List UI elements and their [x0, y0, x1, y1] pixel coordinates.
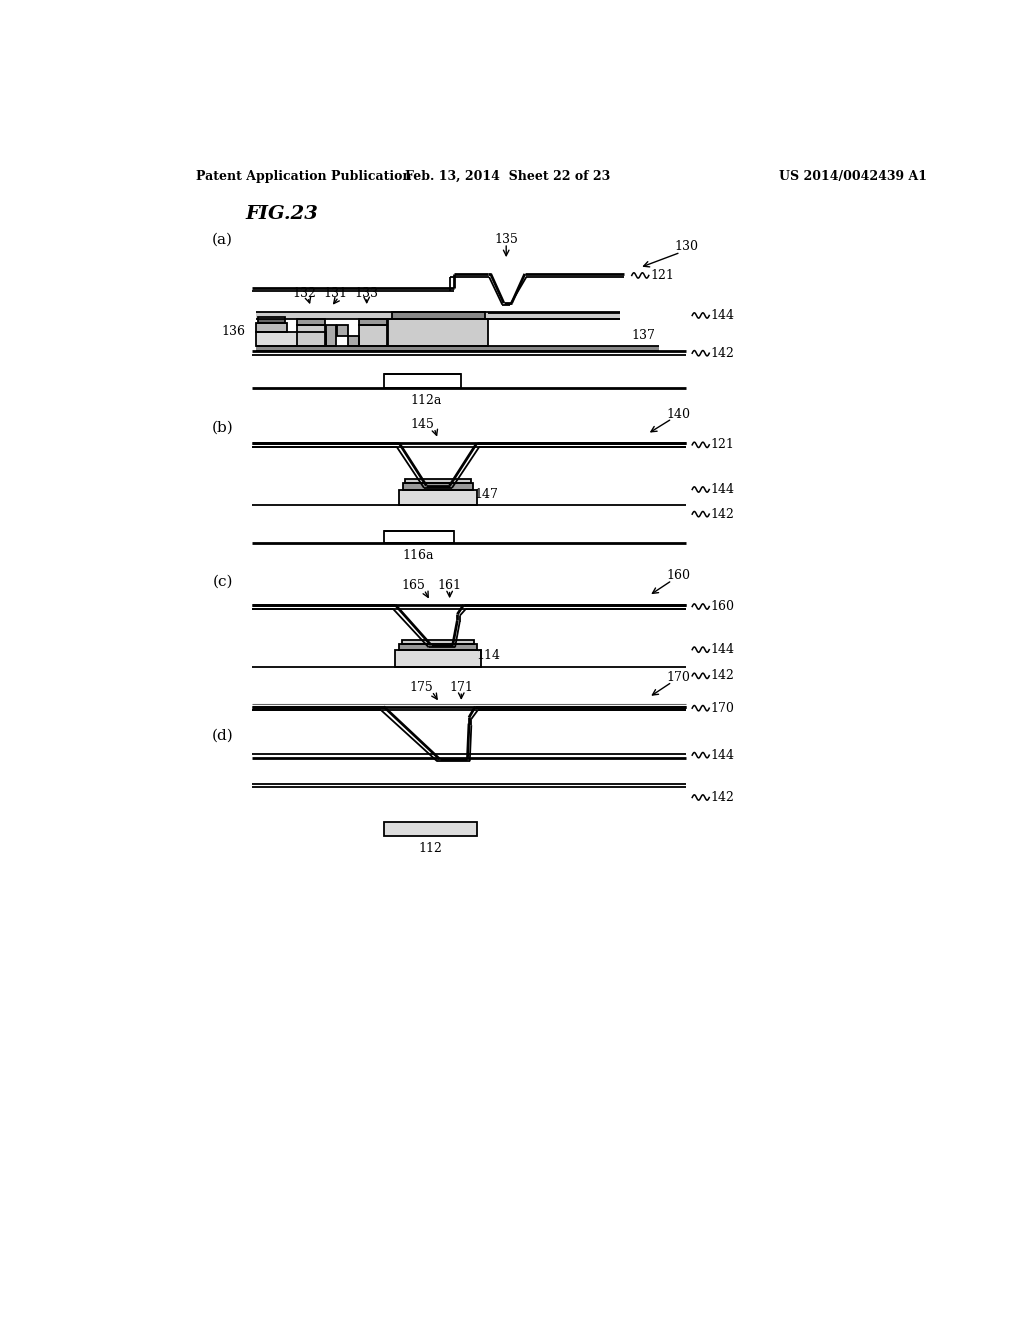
Bar	[297, 318, 325, 325]
Bar	[384, 531, 454, 544]
Bar	[488, 313, 621, 318]
Text: 130: 130	[674, 240, 698, 253]
Text: 170: 170	[711, 702, 734, 714]
Bar	[403, 483, 473, 490]
Text: (a): (a)	[212, 232, 233, 247]
Bar	[384, 822, 477, 836]
Bar	[388, 318, 488, 346]
Bar	[403, 483, 473, 490]
Text: 144: 144	[711, 748, 735, 762]
Text: 171: 171	[450, 681, 473, 694]
Text: 136: 136	[222, 325, 246, 338]
Text: 121: 121	[650, 269, 674, 282]
Bar	[384, 374, 461, 388]
Text: 140: 140	[667, 408, 690, 421]
Bar	[256, 333, 326, 346]
Bar	[337, 325, 348, 335]
Bar	[359, 325, 387, 346]
Bar	[384, 531, 454, 544]
Bar	[348, 335, 359, 346]
Bar	[359, 325, 387, 346]
Bar	[256, 323, 287, 333]
Bar	[359, 318, 387, 325]
Bar	[406, 479, 471, 483]
Bar	[391, 313, 484, 318]
Text: 144: 144	[711, 309, 735, 322]
Text: 142: 142	[711, 791, 734, 804]
Bar	[337, 325, 348, 335]
Bar	[258, 317, 285, 323]
Text: 165: 165	[401, 579, 425, 593]
Bar	[256, 312, 621, 318]
Text: 137: 137	[632, 329, 655, 342]
Text: (d): (d)	[212, 729, 233, 743]
Bar	[391, 313, 484, 318]
Bar	[399, 490, 477, 506]
Text: 112a: 112a	[411, 393, 442, 407]
Text: 145: 145	[411, 417, 434, 430]
Text: (c): (c)	[212, 576, 232, 589]
Bar	[388, 318, 488, 346]
Bar	[399, 644, 477, 649]
Text: 170: 170	[667, 671, 690, 684]
Text: FIG.23: FIG.23	[246, 205, 318, 223]
Text: 160: 160	[667, 569, 690, 582]
Text: 114: 114	[476, 649, 501, 663]
Bar	[401, 640, 474, 644]
Text: 144: 144	[711, 483, 735, 496]
Text: 121: 121	[711, 438, 734, 451]
Bar	[256, 333, 326, 346]
Bar	[384, 374, 461, 388]
Text: 116a: 116a	[402, 549, 434, 562]
Bar	[395, 649, 480, 667]
Bar	[297, 325, 325, 346]
Text: 142: 142	[711, 508, 734, 520]
Bar	[348, 335, 359, 346]
Bar	[326, 325, 337, 346]
Bar	[326, 325, 337, 346]
Bar	[297, 318, 325, 325]
Text: 161: 161	[437, 579, 462, 593]
Text: Feb. 13, 2014  Sheet 22 of 23: Feb. 13, 2014 Sheet 22 of 23	[406, 169, 610, 182]
Text: 135: 135	[495, 232, 518, 246]
Text: 112: 112	[419, 842, 442, 855]
Bar	[401, 640, 474, 644]
Text: Patent Application Publication: Patent Application Publication	[197, 169, 412, 182]
Text: (b): (b)	[212, 421, 233, 434]
Text: 144: 144	[711, 643, 735, 656]
Bar	[406, 479, 471, 483]
Text: 142: 142	[711, 347, 734, 360]
Bar	[399, 490, 477, 506]
Text: 142: 142	[711, 669, 734, 682]
Text: 147: 147	[474, 487, 498, 500]
Bar	[359, 318, 387, 325]
Bar	[256, 323, 287, 333]
Text: 133: 133	[354, 286, 379, 300]
Text: 132: 132	[293, 286, 316, 300]
Bar	[256, 346, 658, 351]
Text: US 2014/0042439 A1: US 2014/0042439 A1	[779, 169, 927, 182]
Bar	[258, 317, 285, 323]
Bar	[399, 644, 477, 649]
Text: 131: 131	[324, 286, 348, 300]
Text: 175: 175	[409, 681, 433, 694]
Text: 160: 160	[711, 601, 735, 612]
Bar	[395, 649, 480, 667]
Bar	[384, 822, 477, 836]
Bar	[297, 325, 325, 346]
